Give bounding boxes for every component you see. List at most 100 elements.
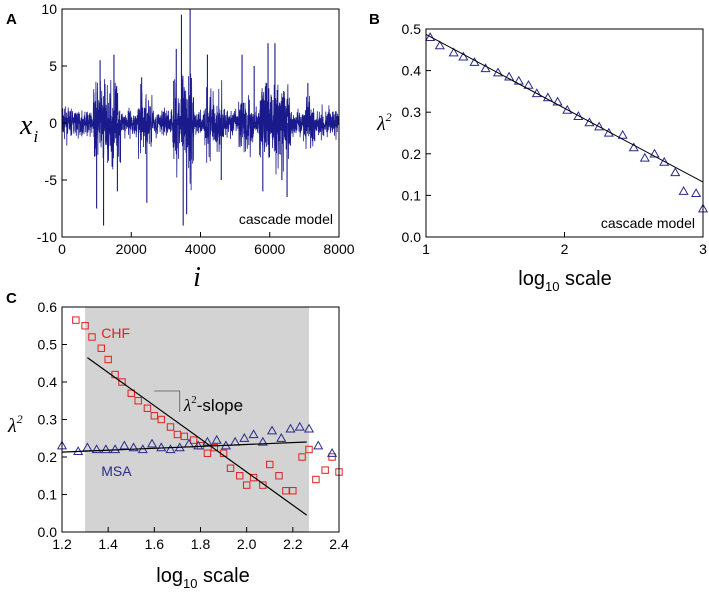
panel-c-msa-point <box>211 434 222 444</box>
panel-b-data-point <box>594 121 605 131</box>
panel-c-frame <box>61 306 340 533</box>
panel-b: B 1 2 3 0.0 0.1 0.2 0.3 0.4 0.5 cascade model λ2… <box>369 11 709 294</box>
panel-b-x-axis-label: log10 scale <box>518 268 611 294</box>
panel-c-msa-point <box>91 444 102 454</box>
panel-a-x-tick-label: 0 <box>58 241 66 257</box>
panel-c-msa-point <box>110 444 121 454</box>
panel-c-chf-point <box>97 344 105 352</box>
panel-a: A 0 2000 4000 6000 8000 -10 -5 0 5 10 cascade mod… <box>6 1 355 293</box>
panel-c-chf-point <box>298 453 306 461</box>
panel-c-chf-point <box>210 443 219 452</box>
panel-b-data-point <box>562 104 573 114</box>
panel-b-data-point <box>513 75 524 85</box>
panel-c-chf-point <box>321 466 329 474</box>
panel-b-data-point <box>531 88 542 98</box>
panel-c-annotations: CHF MSA λ2-slope <box>101 325 243 479</box>
panel-c-msa-point <box>119 440 130 450</box>
panel-c-msa-point <box>303 423 315 433</box>
panel-c-chf-point <box>236 472 244 480</box>
panel-b-data-point <box>458 51 469 61</box>
panel-letter-a: A <box>6 11 17 28</box>
panel-c-x-tick-label: 1.4 <box>98 536 118 552</box>
panel-c-y-axis-label: λ2 <box>7 412 23 437</box>
panel-b-y-tick-label: 0.5 <box>402 21 422 37</box>
panel-c-msa-point <box>239 433 250 442</box>
panel-a-y-tick-label: -5 <box>45 172 58 188</box>
panel-b-y-tick-label: 0.2 <box>402 146 422 162</box>
panel-c-chf-point <box>72 316 80 324</box>
panel-a-series-trace <box>61 73 340 191</box>
panel-b-data-point <box>659 156 670 166</box>
panel-b-data-point <box>678 186 689 195</box>
panel-c-x-axis-label: log10 scale <box>156 565 249 591</box>
panel-c-annotation-chf: CHF <box>101 325 130 341</box>
panel-c-msa-point <box>193 440 204 450</box>
panel-b-data-point <box>434 40 445 50</box>
panel-c-y-tick-label: 0.2 <box>38 449 58 465</box>
panel-c-chf-point <box>312 475 320 484</box>
panel-c-msa-point <box>266 425 278 435</box>
panel-c-chf-point <box>249 473 258 482</box>
panel-c-msa-point <box>100 444 111 454</box>
panel-b-data-point <box>552 96 563 106</box>
panel-b-plot-area: 1 2 3 0.0 0.1 0.2 0.3 0.4 0.5 <box>402 21 709 257</box>
panel-a-y-axis-label: xi <box>19 110 38 146</box>
panel-c: C 1.2 1.4 1.6 1.8 2.0 2.2 2.4 0.0 0.1 0.2 0.3 0.4 0.… <box>6 290 349 591</box>
panel-c-chf-point <box>189 436 198 444</box>
panel-b-annotation-cascade-model: cascade model <box>601 215 695 231</box>
panel-c-chf-point <box>166 423 175 431</box>
panel-a-plot-area: 0 2000 4000 6000 8000 -10 -5 0 5 10 <box>37 1 355 257</box>
panel-b-data-point <box>448 47 459 57</box>
panel-c-chf-point <box>127 389 135 397</box>
panel-c-shaded-region <box>85 307 309 532</box>
panel-b-data-point <box>584 117 595 127</box>
panel-c-chf-point <box>173 430 182 439</box>
panel-b-frame <box>425 28 704 238</box>
panel-c-chf-point <box>266 460 274 469</box>
panel-a-y-tick-label: 10 <box>41 1 57 17</box>
panel-c-y-tick-label: 0.5 <box>38 337 58 353</box>
panel-c-y-tick-label: 0.0 <box>38 524 58 540</box>
panel-c-slope-triangle <box>154 390 181 412</box>
panel-c-msa-point <box>327 448 338 457</box>
panel-c-plot-area: 1.2 1.4 1.6 1.8 2.0 2.2 2.4 0.0 0.1 0.2 0.3 0.4 0.5 0… <box>38 299 349 552</box>
panel-c-y-tick-label: 0.1 <box>38 487 58 503</box>
panel-c-chf-fit-line <box>87 357 308 516</box>
panel-b-data-point <box>670 167 681 177</box>
panel-c-msa-point <box>146 438 158 448</box>
panel-c-msa-point <box>202 436 213 446</box>
panel-c-y-tick-label: 0.3 <box>38 412 58 428</box>
panel-b-data-point <box>649 148 660 158</box>
panel-b-fit-line <box>425 33 704 183</box>
panel-b-y-tick-label: 0.4 <box>402 63 422 79</box>
panel-c-x-tick-label: 1.6 <box>145 536 165 552</box>
panel-c-y-tick-label: 0.4 <box>38 374 58 390</box>
panel-b-data-point <box>628 142 639 152</box>
panel-c-x-tick-label: 2.2 <box>283 536 303 552</box>
panel-c-msa-point <box>156 442 167 452</box>
panel-b-annotations: cascade model <box>601 215 695 231</box>
panel-c-chf-point <box>88 333 96 341</box>
panel-a-annotations: cascade model <box>239 211 333 227</box>
panel-c-annotation-slope: λ2-slope <box>183 394 243 415</box>
panel-c-chf-point <box>134 397 142 405</box>
panel-c-annotation-msa: MSA <box>101 463 132 479</box>
panel-c-chf-point <box>104 355 112 364</box>
panel-c-chf-point <box>328 453 336 461</box>
panel-b-data-point <box>639 152 650 162</box>
panel-c-chf-point <box>282 487 290 495</box>
panel-a-x-tick-label: 8000 <box>323 241 354 257</box>
panel-b-data-point <box>523 79 534 89</box>
panel-c-msa-point <box>294 421 305 431</box>
panel-b-x-tick-label: 3 <box>699 241 707 257</box>
panel-c-chf-point <box>150 412 159 420</box>
panel-c-msa-point <box>285 423 296 433</box>
panel-c-chf-point <box>118 378 126 386</box>
panel-b-x-tick-label: 1 <box>422 241 430 257</box>
panel-c-chf-point <box>157 415 165 424</box>
panel-c-msa-point <box>313 440 324 450</box>
panel-c-chf-point <box>305 445 313 454</box>
panel-a-annotation-cascade-model: cascade model <box>239 211 333 227</box>
panel-a-y-tick-label: 5 <box>49 58 57 74</box>
panel-b-x-tick-label: 2 <box>561 241 569 257</box>
